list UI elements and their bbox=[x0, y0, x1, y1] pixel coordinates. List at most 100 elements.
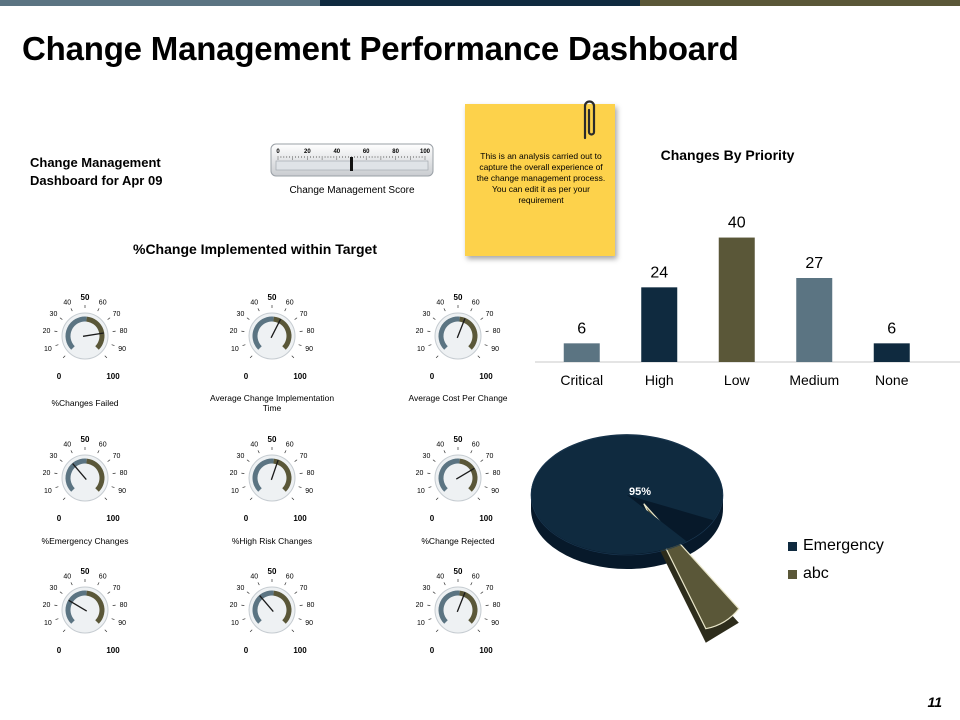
gauge-tick-label: 10 bbox=[44, 620, 52, 627]
score-meter: 0 20 40 60 80 100 bbox=[270, 143, 434, 177]
gauge-tick bbox=[443, 308, 446, 312]
gauge-tick-label: 50 bbox=[268, 435, 277, 444]
gauge-tick bbox=[242, 344, 246, 346]
gauge-tick bbox=[257, 450, 260, 454]
gauge-band-low bbox=[252, 316, 274, 350]
gauge-tick bbox=[107, 591, 111, 594]
gauge-tick bbox=[284, 450, 287, 454]
gauge-tick bbox=[55, 344, 59, 346]
gauge-tick bbox=[97, 582, 100, 586]
gauge-tick bbox=[62, 355, 66, 359]
subtitle-line-1: Change Management bbox=[30, 155, 161, 170]
score-caption: Change Management Score bbox=[289, 185, 415, 196]
gauge-tick-label: 100 bbox=[106, 372, 120, 381]
gauge-band-low bbox=[438, 316, 460, 350]
gauge-tick bbox=[428, 618, 432, 620]
gauge-tick-label: 40 bbox=[436, 573, 444, 580]
gauge-tick bbox=[70, 582, 73, 586]
emergency-pie-chart: 95% 5% bbox=[530, 434, 752, 643]
gauge-tick-label: 10 bbox=[231, 488, 239, 495]
gauge-tick bbox=[484, 344, 488, 346]
gauge-tick bbox=[97, 308, 100, 312]
gauge-tick-label: 100 bbox=[293, 514, 307, 523]
gauge-tick-label: 20 bbox=[43, 470, 51, 477]
gauge-tick bbox=[59, 459, 63, 462]
gauge-tick-label: 10 bbox=[417, 346, 425, 353]
gauge-band-low bbox=[65, 590, 87, 624]
gauge-tick bbox=[246, 317, 250, 320]
gauge-tick-label: 30 bbox=[50, 311, 58, 318]
pie-slice-emergency bbox=[530, 434, 723, 555]
gauge-tick bbox=[477, 497, 481, 501]
gauge-tick bbox=[107, 459, 111, 462]
gauge-tick-label: 30 bbox=[50, 453, 58, 460]
gauge-tick bbox=[62, 629, 66, 633]
gauge-tick bbox=[298, 344, 302, 346]
gauge-tick-label: 60 bbox=[99, 441, 107, 448]
gauge-band-low bbox=[252, 590, 274, 624]
dashboard-subtitle: Change Management Dashboard for Apr 09 bbox=[30, 154, 210, 190]
gauge-tick-label: 50 bbox=[268, 293, 277, 302]
gauge-tick-label: 10 bbox=[231, 620, 239, 627]
gauge-tick-label: 90 bbox=[118, 346, 126, 353]
accent-segment-3 bbox=[640, 0, 960, 6]
gauge-tick bbox=[443, 582, 446, 586]
gauge-tick bbox=[59, 591, 63, 594]
score-meter-marker bbox=[350, 157, 353, 171]
gauge-tick bbox=[435, 629, 439, 633]
gauge-tick bbox=[111, 486, 115, 488]
gauge-tick-label: 60 bbox=[286, 573, 294, 580]
gauge-needle bbox=[456, 318, 466, 339]
gauge-tick bbox=[242, 618, 246, 620]
gauge-tick-label: 60 bbox=[472, 441, 480, 448]
gauge-tick-label: 20 bbox=[230, 328, 238, 335]
accent-segment-2 bbox=[320, 0, 640, 6]
gauge-tick bbox=[59, 317, 63, 320]
gauge-tick-label: 30 bbox=[237, 453, 245, 460]
gauge-tick bbox=[291, 629, 295, 633]
gauge-tick-label: 10 bbox=[417, 620, 425, 627]
gauge-band-high bbox=[459, 458, 478, 492]
gauge-band-high bbox=[273, 316, 292, 350]
page-number: 11 bbox=[927, 694, 942, 710]
gauge-tick-label: 70 bbox=[113, 585, 121, 592]
gauge-tick-label: 10 bbox=[44, 488, 52, 495]
gauge-tick-label: 60 bbox=[99, 573, 107, 580]
gauge-tick-label: 100 bbox=[479, 514, 493, 523]
gauge-tick-label: 90 bbox=[305, 346, 313, 353]
gauge-tick-label: 70 bbox=[486, 453, 494, 460]
gauge-tick bbox=[435, 355, 439, 359]
gauge-tick bbox=[470, 450, 473, 454]
gauge-tick bbox=[249, 497, 253, 501]
score-tick-label: 60 bbox=[363, 149, 370, 155]
bar-data-label: 6 bbox=[577, 320, 586, 337]
gauge-tick bbox=[291, 497, 295, 501]
gauge-needle bbox=[82, 332, 104, 337]
pie-label-abc: 5% bbox=[736, 593, 752, 605]
gauge-tick-label: 90 bbox=[305, 488, 313, 495]
gauge-tick-label: 40 bbox=[436, 441, 444, 448]
bar-category-label: High bbox=[645, 372, 674, 388]
gauge-tick-label: 50 bbox=[268, 567, 277, 576]
gauge-caption: %Change Rejected bbox=[421, 536, 495, 546]
gauge-tick-label: 70 bbox=[300, 453, 308, 460]
gauge-needle bbox=[270, 318, 282, 339]
gauge-tick-label: 50 bbox=[81, 435, 90, 444]
gauge-tick-label: 60 bbox=[472, 573, 480, 580]
gauge-tick bbox=[55, 486, 59, 488]
gauge-tick-label: 90 bbox=[118, 488, 126, 495]
gauge-tick bbox=[480, 591, 484, 594]
legend-swatch-abc bbox=[788, 569, 797, 579]
gauge-tick-label: 30 bbox=[423, 453, 431, 460]
bar-low bbox=[718, 237, 755, 362]
sticky-note-text: This is an analysis carried out to captu… bbox=[476, 151, 606, 205]
gauge-band-low bbox=[65, 316, 87, 350]
gauge-tick bbox=[480, 459, 484, 462]
gauge-tick bbox=[246, 459, 250, 462]
gauge-tick-label: 100 bbox=[479, 372, 493, 381]
gauge-tick bbox=[70, 308, 73, 312]
gauge-tick bbox=[104, 355, 108, 359]
gauge-tick bbox=[242, 486, 246, 488]
gauge-tick-label: 40 bbox=[250, 299, 258, 306]
gauge-tick-label: 70 bbox=[113, 311, 121, 318]
